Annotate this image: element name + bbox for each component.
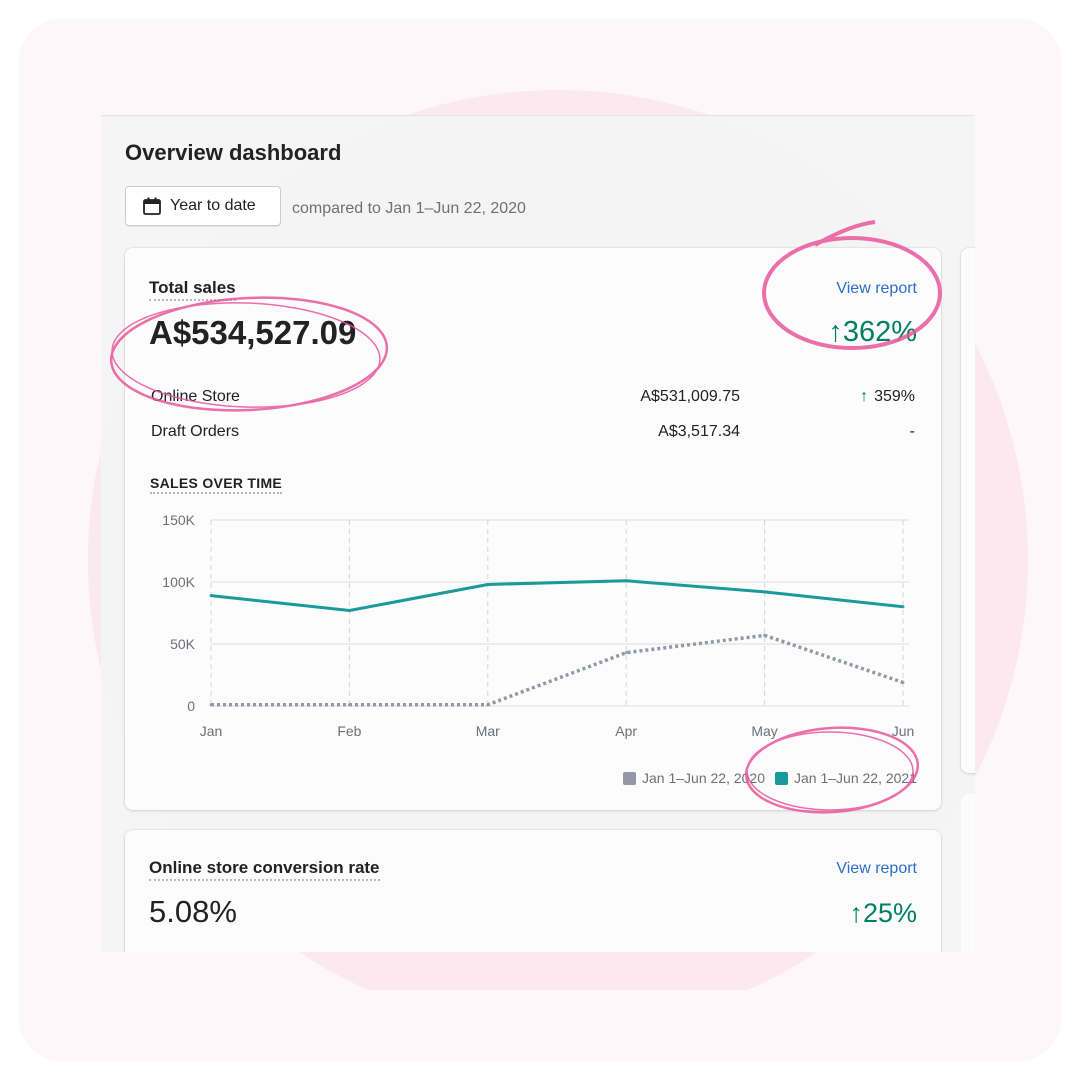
chart-legend: Jan 1–Jun 22, 2020 Jan 1–Jun 22, 2021 bbox=[613, 770, 917, 786]
legend-item-current[interactable]: Jan 1–Jun 22, 2021 bbox=[775, 770, 917, 786]
chart-title[interactable]: SALES OVER TIME bbox=[150, 475, 283, 494]
compare-text: compared to Jan 1–Jun 22, 2020 bbox=[292, 200, 526, 217]
conversion-rate-value: 5.08% bbox=[149, 894, 237, 929]
x-tick-label: Mar bbox=[476, 723, 500, 739]
total-sales-card: Total sales View report A$534,527.09 ↑36… bbox=[125, 248, 941, 810]
y-tick-label: 0 bbox=[187, 698, 195, 714]
x-tick-label: Jun bbox=[892, 723, 915, 739]
total-sales-change: ↑362% bbox=[828, 316, 917, 348]
legend-item-previous[interactable]: Jan 1–Jun 22, 2020 bbox=[623, 770, 765, 786]
page-title: Overview dashboard bbox=[125, 140, 342, 165]
legend-swatch-teal bbox=[775, 771, 788, 785]
conversion-rate-card: Online store conversion rate View report… bbox=[125, 830, 941, 952]
data-point-previous bbox=[209, 703, 213, 707]
conversion-rate-change: ↑25% bbox=[849, 898, 917, 928]
conversion-rate-title[interactable]: Online store conversion rate bbox=[149, 858, 380, 881]
data-point-previous bbox=[901, 680, 905, 684]
data-point-previous bbox=[486, 703, 490, 707]
x-tick-label: Apr bbox=[615, 723, 637, 739]
x-tick-label: Feb bbox=[337, 723, 361, 739]
view-report-link[interactable]: View report bbox=[836, 280, 917, 297]
data-point-current bbox=[209, 594, 213, 598]
breakdown-value-online-store: A$531,009.75 bbox=[640, 388, 740, 405]
series-line-previous bbox=[211, 633, 904, 707]
legend-label-current: Jan 1–Jun 22, 2021 bbox=[794, 770, 917, 786]
y-tick-label: 100K bbox=[162, 574, 195, 590]
breakdown-change-online-store: ↑ 359% bbox=[860, 388, 915, 406]
breakdown-value-draft-orders: A$3,517.34 bbox=[658, 423, 740, 440]
breakdown-label-draft-orders: Draft Orders bbox=[151, 423, 240, 440]
calendar-icon bbox=[143, 197, 161, 215]
data-point-current bbox=[763, 590, 767, 594]
date-range-button[interactable]: Year to date bbox=[125, 186, 281, 226]
data-point-previous bbox=[624, 651, 628, 655]
total-sales-value: A$534,527.09 bbox=[149, 314, 357, 351]
series-line-current bbox=[210, 579, 904, 613]
data-point-previous bbox=[763, 633, 767, 637]
total-sales-title[interactable]: Total sales bbox=[149, 278, 236, 301]
side-card bbox=[961, 248, 975, 773]
sales-over-time-chart: 0 50K 100K 150K Jan Feb Mar Apr May Jun bbox=[162, 512, 915, 739]
data-point-previous bbox=[347, 703, 351, 707]
data-point-current bbox=[486, 582, 490, 586]
y-tick-label: 150K bbox=[162, 512, 195, 528]
y-tick-label: 50K bbox=[170, 636, 196, 652]
date-range-label: Year to date bbox=[170, 197, 256, 214]
side-card-lower bbox=[961, 794, 975, 952]
view-report-link-conversion[interactable]: View report bbox=[836, 860, 917, 877]
background-cap bbox=[300, 990, 800, 1060]
data-point-current bbox=[347, 609, 351, 613]
x-tick-label: Jan bbox=[200, 723, 223, 739]
dashboard-panel: Overview dashboard Year to date compared… bbox=[101, 115, 975, 952]
data-point-current bbox=[901, 605, 905, 609]
legend-label-previous: Jan 1–Jun 22, 2020 bbox=[642, 770, 765, 786]
legend-swatch-gray bbox=[623, 771, 636, 785]
breakdown-change-draft-orders: - bbox=[909, 423, 915, 440]
x-tick-label: May bbox=[751, 723, 777, 739]
change-value: 359% bbox=[874, 388, 915, 405]
data-point-current bbox=[624, 579, 628, 583]
arrow-up-icon: ↑ bbox=[860, 388, 869, 405]
breakdown-label-online-store: Online Store bbox=[151, 388, 240, 405]
